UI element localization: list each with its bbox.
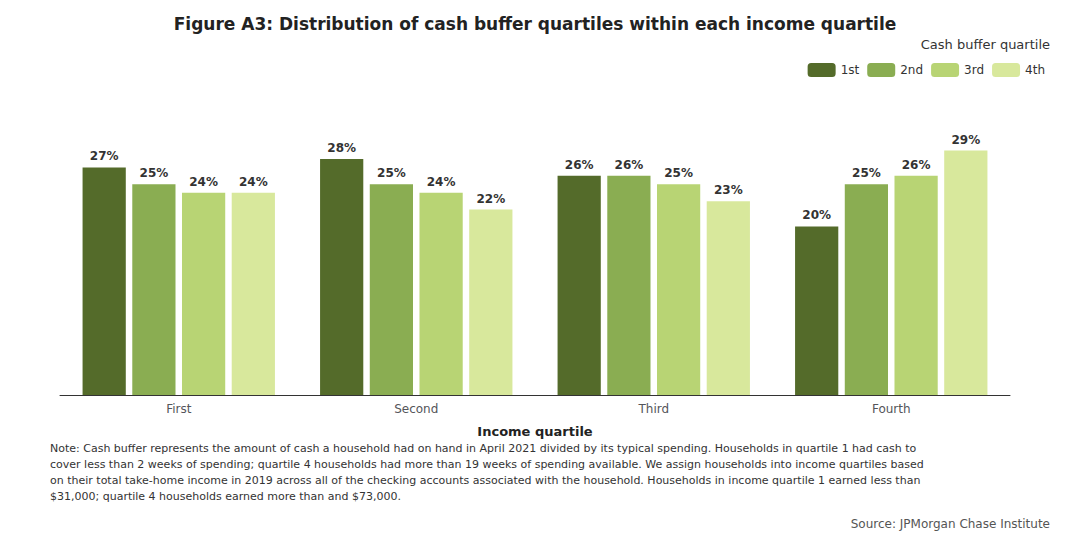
svg-text:23%: 23% xyxy=(714,183,743,197)
svg-text:24%: 24% xyxy=(189,175,218,189)
svg-text:Second: Second xyxy=(394,402,438,416)
svg-text:Source: JPMorgan Chase Institu: Source: JPMorgan Chase Institute xyxy=(851,517,1050,531)
svg-text:Third: Third xyxy=(637,402,669,416)
svg-text:4th: 4th xyxy=(1025,63,1045,77)
svg-text:25%: 25% xyxy=(140,166,169,180)
svg-text:Income quartile: Income quartile xyxy=(477,424,592,439)
svg-text:26%: 26% xyxy=(615,158,644,172)
svg-text:First: First xyxy=(166,402,192,416)
svg-text:Cash buffer quartile: Cash buffer quartile xyxy=(921,37,1050,52)
svg-text:27%: 27% xyxy=(90,149,119,163)
svg-text:22%: 22% xyxy=(476,192,505,206)
svg-text:3rd: 3rd xyxy=(964,63,984,77)
svg-text:26%: 26% xyxy=(902,158,931,172)
svg-text:29%: 29% xyxy=(951,133,980,147)
svg-text:25%: 25% xyxy=(377,166,406,180)
svg-text:Fourth: Fourth xyxy=(872,402,911,416)
svg-text:24%: 24% xyxy=(239,175,268,189)
svg-text:26%: 26% xyxy=(565,158,594,172)
svg-text:25%: 25% xyxy=(852,166,881,180)
svg-text:24%: 24% xyxy=(427,175,456,189)
svg-text:$31,000; quartile 4 households: $31,000; quartile 4 households earned mo… xyxy=(50,490,401,503)
svg-text:1st: 1st xyxy=(841,63,860,77)
svg-text:on their total take-home incom: on their total take-home income in 2019 … xyxy=(50,474,920,487)
svg-text:Note: Cash buffer represents t: Note: Cash buffer represents the amount … xyxy=(50,442,917,455)
svg-text:25%: 25% xyxy=(664,166,693,180)
svg-text:28%: 28% xyxy=(327,141,356,155)
svg-text:2nd: 2nd xyxy=(900,63,923,77)
svg-text:20%: 20% xyxy=(802,208,831,222)
svg-text:Figure A3: Distribution of cas: Figure A3: Distribution of cash buffer q… xyxy=(174,14,897,34)
svg-text:cover less than 2 weeks of spe: cover less than 2 weeks of spending; qua… xyxy=(50,458,924,471)
